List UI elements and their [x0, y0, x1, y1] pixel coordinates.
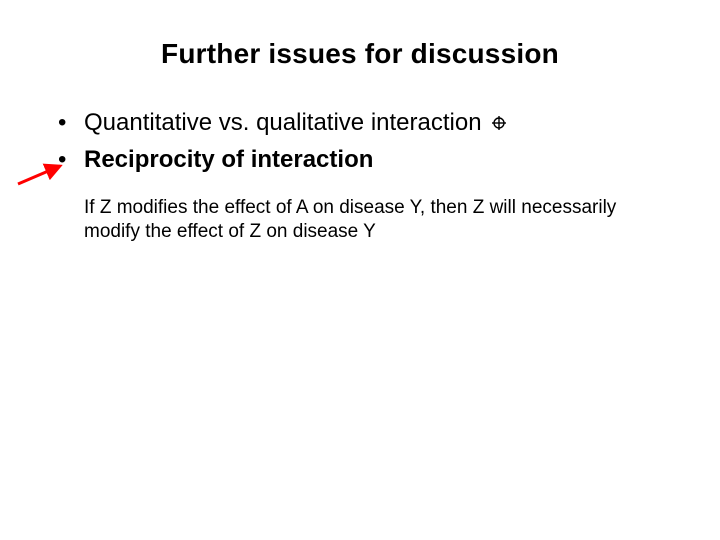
bullet-label: Reciprocity of interaction — [84, 146, 373, 173]
bullet-item: • Quantitative vs. qualitative interacti… — [58, 108, 668, 139]
bullet-marker: • — [58, 109, 84, 138]
slide: Further issues for discussion • Quantita… — [0, 0, 720, 540]
slide-title: Further issues for discussion — [0, 38, 720, 70]
bullet-list: • Quantitative vs. qualitative interacti… — [58, 108, 668, 181]
bullet-marker: • — [58, 146, 84, 175]
bullet-label: Quantitative vs. qualitative interaction — [84, 109, 482, 136]
body-paragraph: If Z modifies the effect of A on disease… — [84, 196, 644, 245]
bullet-text: Quantitative vs. qualitative interaction — [84, 108, 506, 139]
bullet-item: • Reciprocity of interaction — [58, 145, 668, 175]
bullet-text: Reciprocity of interaction — [84, 145, 373, 175]
crosshair-icon — [492, 108, 506, 138]
